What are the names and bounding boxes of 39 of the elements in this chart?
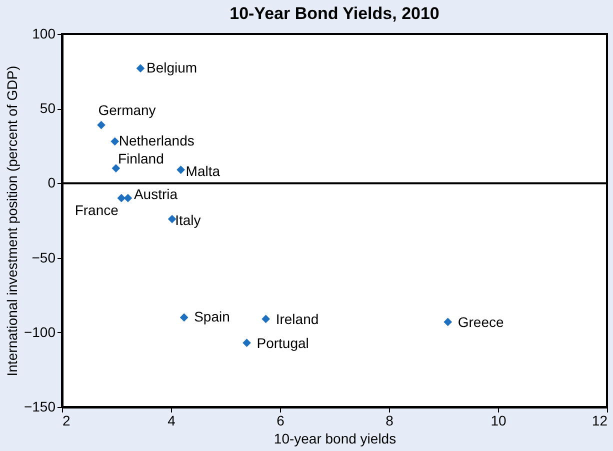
y-axis-title: International investment position (percent of GDP) [4,66,20,376]
annotation: Spain [194,308,230,324]
annotation: Malta [186,162,220,179]
point [112,164,120,172]
x-tick-label: 4 [168,412,176,428]
x-tick-label: 8 [386,412,394,428]
point [124,194,132,202]
annotation: Belgium [146,59,198,76]
point [242,338,251,348]
annotation: Netherlands [118,132,194,148]
point [176,166,185,174]
annotation: Finland [118,150,164,166]
y-tick-label: 50 [40,100,56,116]
y-tick-label: −50 [32,249,56,266]
point [168,214,176,224]
x-tick-label: 10 [490,412,506,428]
x-axis-title: 10-year bond yields [274,430,396,446]
y-tick-label: −150 [24,398,56,414]
annotation: Germany [98,102,156,118]
point [110,137,120,146]
point [180,313,188,322]
point [444,318,452,326]
y-tick-label: 100 [32,26,56,42]
point [262,314,270,324]
point [97,120,106,130]
annotation: Ireland [276,310,319,327]
point [117,194,126,202]
chart-title: 10-Year Bond Yields, 2010 [230,4,440,23]
annotation: Austria [134,186,178,202]
annotation: Portugal [256,334,309,351]
x-tick-label: 2 [62,412,70,428]
annotation: Italy [175,212,201,228]
x-tick-label: 6 [276,412,285,428]
y-tick-label: −100 [24,324,56,340]
annotation: Greece [458,314,504,330]
x-tick-label: 12 [592,412,608,428]
point [136,64,145,72]
y-tick-label: 0 [48,174,56,191]
annotation: France [74,202,119,218]
